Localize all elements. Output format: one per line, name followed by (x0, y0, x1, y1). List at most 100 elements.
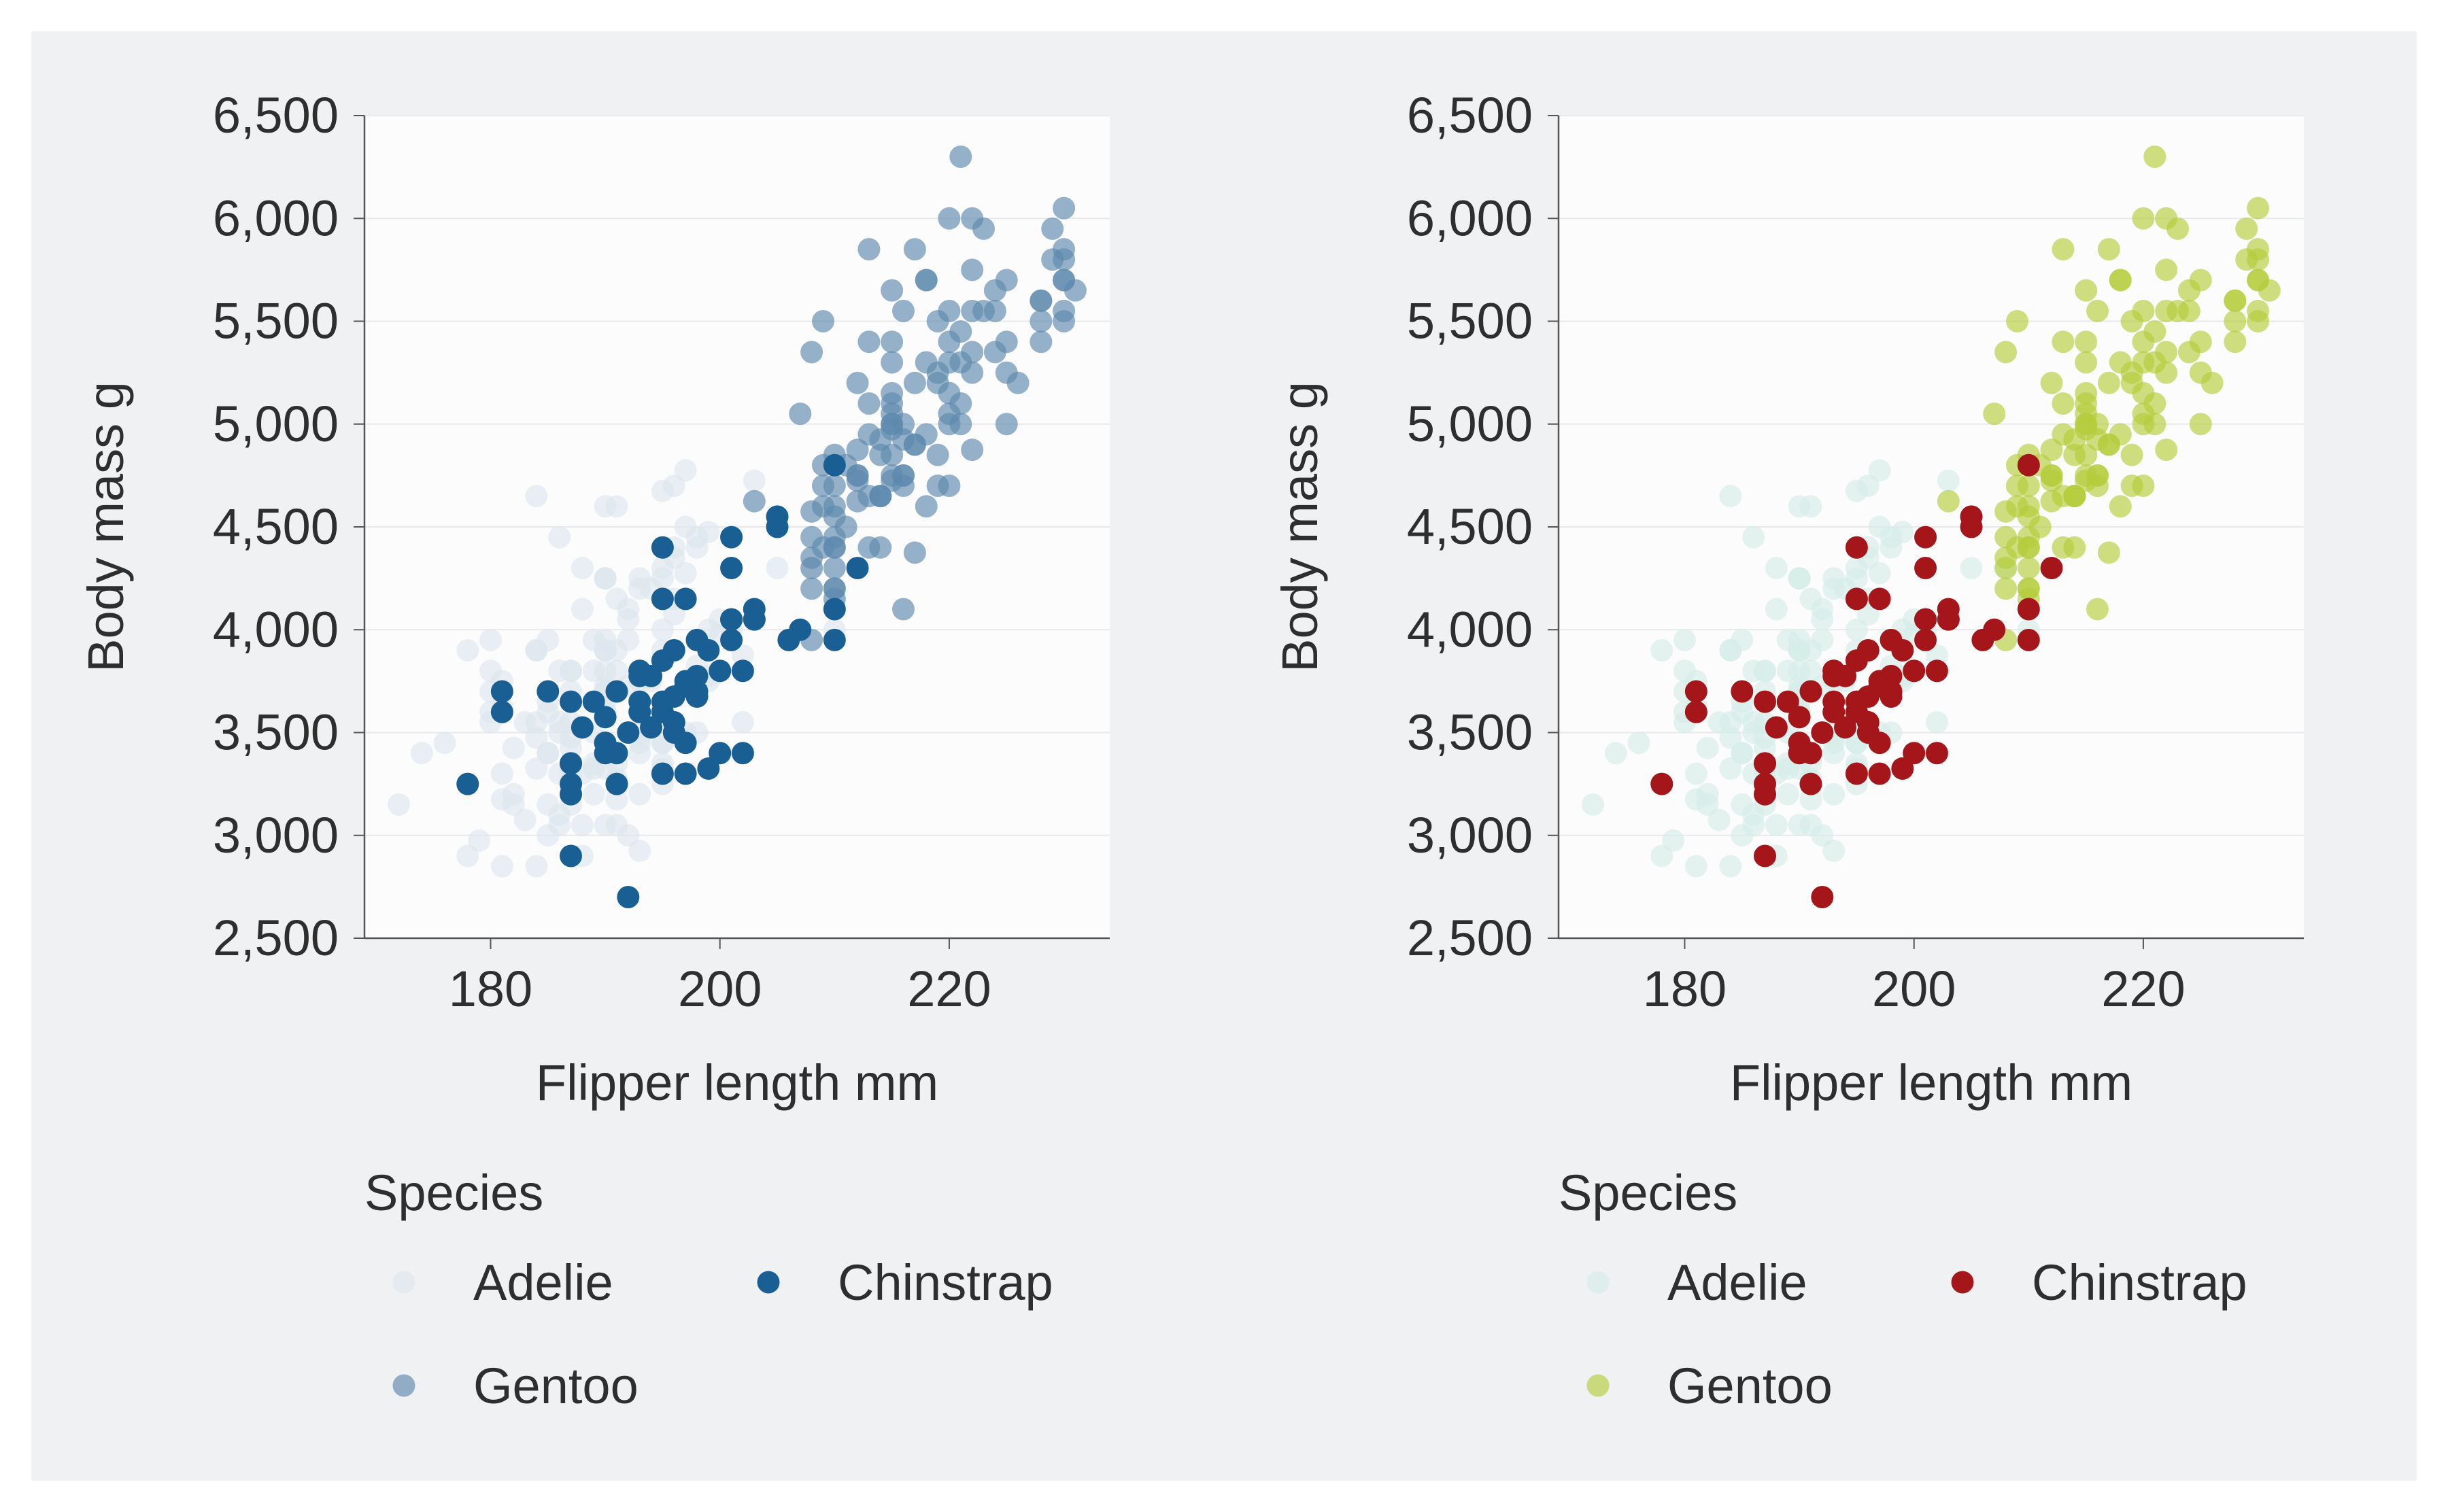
point-gentoo (1937, 489, 1960, 513)
point-adelie (594, 567, 617, 590)
point-gentoo (823, 577, 846, 600)
x-tick-label: 180 (1643, 961, 1727, 1017)
point-chinstrap (674, 762, 697, 785)
point-gentoo (800, 557, 823, 579)
point-adelie (1684, 788, 1707, 811)
point-chinstrap (1868, 762, 1891, 785)
point-gentoo (2075, 469, 2098, 492)
point-adelie (1788, 757, 1811, 780)
legend-marker-gentoo (392, 1374, 415, 1397)
point-adelie (1673, 659, 1696, 683)
point-chinstrap (1845, 649, 1868, 672)
point-gentoo (2247, 238, 2270, 261)
point-gentoo (1053, 196, 1076, 220)
point-adelie (1776, 783, 1799, 806)
point-gentoo (2132, 475, 2155, 497)
point-gentoo (2086, 413, 2109, 436)
point-chinstrap (685, 685, 709, 708)
point-gentoo (1994, 577, 2018, 600)
point-adelie (1937, 469, 1960, 492)
point-gentoo (800, 500, 823, 523)
point-chinstrap (1925, 659, 1948, 683)
point-adelie (1856, 475, 1880, 497)
point-adelie (1925, 644, 1948, 667)
point-gentoo (2075, 279, 2098, 302)
point-adelie (1719, 639, 1742, 662)
point-gentoo (961, 207, 984, 230)
point-chinstrap (1754, 844, 1777, 867)
point-adelie (479, 659, 502, 683)
point-chinstrap (537, 680, 560, 703)
point-adelie (594, 757, 617, 780)
legend-label-adelie: Adelie (1667, 1254, 1807, 1311)
point-gentoo (800, 577, 823, 600)
point-chinstrap (2017, 453, 2040, 477)
legend-label-gentoo: Gentoo (473, 1358, 639, 1414)
point-gentoo (881, 469, 904, 492)
point-adelie (1719, 710, 1742, 734)
point-chinstrap (617, 721, 640, 744)
point-adelie (674, 459, 697, 482)
point-adelie (743, 469, 766, 492)
chart-panel-2: 2,500 3,000 3,500 4,000 4,500 5,000 5,500 6,000… (1272, 87, 2304, 1414)
point-gentoo (2017, 577, 2040, 600)
point-chinstrap (651, 649, 674, 672)
point-chinstrap (823, 628, 846, 651)
point-gentoo (800, 526, 823, 549)
point-gentoo (2075, 330, 2098, 354)
point-chinstrap (1914, 608, 1937, 631)
point-chinstrap (560, 844, 583, 867)
point-gentoo (869, 428, 892, 451)
point-adelie (1719, 726, 1742, 749)
point-gentoo (2132, 207, 2155, 230)
point-chinstrap (720, 557, 743, 579)
point-gentoo (2086, 299, 2109, 322)
point-chinstrap (640, 716, 663, 739)
point-chinstrap (605, 680, 628, 703)
point-adelie (1731, 742, 1754, 765)
point-gentoo (2075, 443, 2098, 466)
point-adelie (1765, 557, 1788, 579)
legend-marker-adelie (1586, 1271, 1610, 1294)
point-chinstrap (1776, 690, 1799, 713)
point-chinstrap (1684, 700, 1707, 723)
point-chinstrap (1925, 742, 1948, 765)
y-tick-label: 4,000 (1407, 601, 1533, 657)
point-gentoo (2052, 485, 2075, 508)
point-gentoo (846, 464, 869, 487)
y-tick-label: 2,500 (213, 910, 339, 966)
y-tick-label: 6,000 (213, 190, 339, 246)
point-chinstrap (571, 716, 594, 739)
point-gentoo (1994, 526, 2018, 549)
point-adelie (1754, 659, 1777, 683)
point-chinstrap (1914, 557, 1937, 579)
point-gentoo (846, 439, 869, 462)
point-adelie (1811, 824, 1834, 847)
point-gentoo (1053, 238, 1076, 261)
legend-title: Species (364, 1165, 543, 1221)
point-chinstrap (1937, 608, 1960, 631)
x-tick-label: 220 (907, 961, 991, 1017)
point-gentoo (846, 371, 869, 394)
point-adelie (571, 814, 594, 837)
point-gentoo (2155, 207, 2178, 230)
y-tick-label: 3,000 (213, 807, 339, 863)
point-gentoo (2075, 392, 2098, 415)
point-gentoo (823, 536, 846, 559)
point-gentoo (972, 299, 996, 322)
point-adelie (490, 762, 513, 785)
point-adelie (1868, 459, 1891, 482)
point-chinstrap (1960, 515, 1983, 538)
series-gentoo (1937, 145, 2281, 651)
legend-label-adelie: Adelie (473, 1254, 613, 1311)
point-chinstrap (1845, 762, 1868, 785)
x-tick-label: 220 (2101, 961, 2185, 1017)
point-gentoo (891, 299, 915, 322)
point-adelie (662, 475, 685, 497)
point-gentoo (2143, 392, 2166, 415)
point-gentoo (2063, 536, 2086, 559)
point-adelie (537, 742, 560, 765)
point-adelie (628, 742, 651, 765)
point-gentoo (2097, 238, 2120, 261)
